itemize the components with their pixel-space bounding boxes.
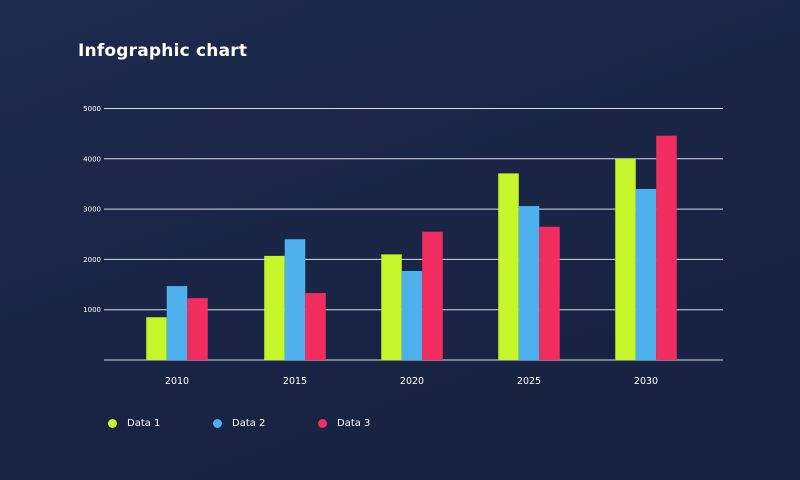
legend-label-data-1: Data 1: [127, 418, 161, 429]
y-tick-label-3000: 3000: [83, 206, 101, 214]
legend-dot-data-2: [213, 419, 222, 428]
y-tick-label-1000: 1000: [83, 306, 101, 314]
legend-label-data-2: Data 2: [232, 418, 266, 429]
bar-data-1-2020: [381, 254, 402, 360]
chart-legend: Data 1 Data 2 Data 3: [108, 418, 423, 429]
legend-label-data-3: Data 3: [337, 418, 371, 429]
bar-data-3-2010: [187, 298, 208, 360]
bar-data-3-2015: [305, 293, 326, 360]
bar-data-3-2020: [422, 231, 443, 360]
y-tick-label-5000: 5000: [83, 105, 101, 113]
bar-data-2-2010: [166, 286, 188, 360]
legend-item-data-3: Data 3: [318, 418, 423, 429]
y-tick-label-4000: 4000: [83, 155, 101, 163]
x-tick-label-2025: 2025: [517, 376, 541, 387]
y-tick-label-2000: 2000: [83, 256, 101, 264]
legend-item-data-1: Data 1: [108, 418, 213, 429]
bar-data-1-2015: [264, 255, 285, 360]
x-tick-label-2020: 2020: [400, 376, 424, 387]
bar-data-2-2030: [635, 188, 657, 360]
bar-data-3-2030: [656, 135, 677, 360]
legend-dot-data-3: [318, 419, 327, 428]
x-tick-label-2030: 2030: [634, 376, 658, 387]
bar-data-2-2025: [518, 206, 540, 360]
bar-data-2-2020: [401, 270, 423, 360]
x-tick-label-2010: 2010: [165, 376, 189, 387]
bar-data-3-2025: [539, 226, 560, 360]
legend-dot-data-1: [108, 419, 117, 428]
bar-data-1-2010: [146, 317, 167, 360]
bar-data-1-2030: [615, 158, 636, 360]
bar-data-2-2015: [284, 239, 306, 360]
x-tick-label-2015: 2015: [283, 376, 307, 387]
legend-item-data-2: Data 2: [213, 418, 318, 429]
chart-title: Infographic chart: [78, 41, 248, 61]
bar-data-1-2025: [498, 173, 519, 360]
